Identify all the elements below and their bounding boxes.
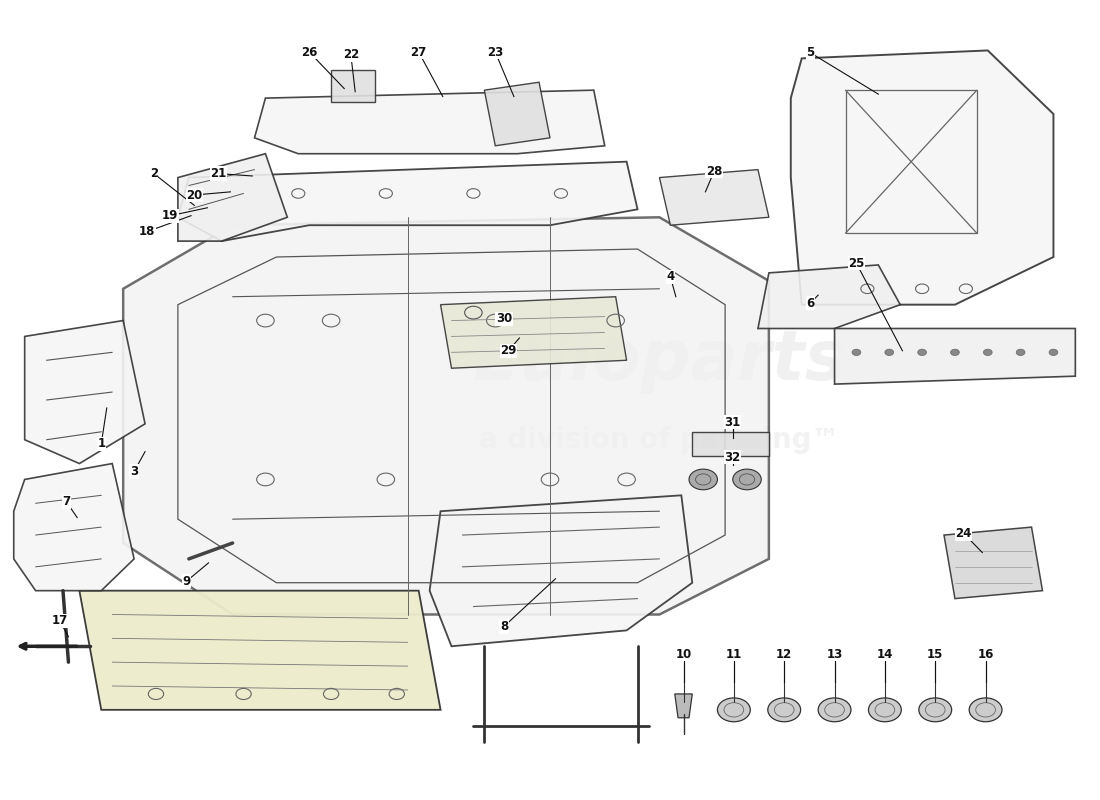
Polygon shape xyxy=(13,463,134,590)
Polygon shape xyxy=(331,70,375,102)
Text: 5: 5 xyxy=(806,46,815,59)
Text: 16: 16 xyxy=(978,648,993,661)
Circle shape xyxy=(918,698,952,722)
Circle shape xyxy=(917,349,926,355)
Polygon shape xyxy=(692,432,769,456)
Circle shape xyxy=(852,349,861,355)
Circle shape xyxy=(818,698,851,722)
Text: 11: 11 xyxy=(726,648,742,661)
Circle shape xyxy=(950,349,959,355)
Circle shape xyxy=(689,469,717,490)
Polygon shape xyxy=(79,590,441,710)
Text: 27: 27 xyxy=(410,46,427,58)
Text: 24: 24 xyxy=(956,527,972,540)
Text: 17: 17 xyxy=(52,614,68,627)
Text: a division of partsing™: a division of partsing™ xyxy=(480,426,839,454)
Text: 10: 10 xyxy=(675,648,692,661)
Text: 26: 26 xyxy=(301,46,318,58)
Text: 8: 8 xyxy=(499,620,508,633)
Text: 12: 12 xyxy=(777,648,792,661)
Circle shape xyxy=(733,469,761,490)
Text: 2: 2 xyxy=(150,167,158,180)
Circle shape xyxy=(869,698,901,722)
Text: 18: 18 xyxy=(139,225,155,238)
Polygon shape xyxy=(758,265,900,329)
Polygon shape xyxy=(659,170,769,226)
Circle shape xyxy=(983,349,992,355)
Polygon shape xyxy=(441,297,627,368)
Text: 7: 7 xyxy=(63,495,70,508)
Polygon shape xyxy=(484,82,550,146)
Polygon shape xyxy=(835,329,1076,384)
Polygon shape xyxy=(123,218,769,614)
Polygon shape xyxy=(24,321,145,463)
Text: Euloparts: Euloparts xyxy=(472,326,847,394)
Text: 29: 29 xyxy=(500,344,517,358)
Text: 30: 30 xyxy=(496,313,513,326)
Text: 3: 3 xyxy=(130,465,139,478)
Polygon shape xyxy=(430,495,692,646)
Text: 1: 1 xyxy=(97,437,106,450)
Polygon shape xyxy=(254,90,605,154)
Text: 25: 25 xyxy=(848,257,865,270)
Text: 23: 23 xyxy=(487,46,504,58)
Text: 22: 22 xyxy=(343,48,359,61)
Circle shape xyxy=(884,349,893,355)
Polygon shape xyxy=(944,527,1043,598)
Circle shape xyxy=(768,698,801,722)
Polygon shape xyxy=(178,154,287,241)
Circle shape xyxy=(717,698,750,722)
Text: 32: 32 xyxy=(725,450,741,464)
Circle shape xyxy=(1016,349,1025,355)
Text: 15: 15 xyxy=(927,648,944,661)
Text: 13: 13 xyxy=(826,648,843,661)
Circle shape xyxy=(1049,349,1058,355)
Polygon shape xyxy=(178,162,638,241)
Text: 4: 4 xyxy=(667,270,674,283)
Text: 31: 31 xyxy=(725,416,741,429)
Polygon shape xyxy=(674,694,692,718)
Polygon shape xyxy=(791,50,1054,305)
Text: 20: 20 xyxy=(186,189,202,202)
Text: 19: 19 xyxy=(162,209,178,222)
Text: 14: 14 xyxy=(877,648,893,661)
Text: 28: 28 xyxy=(706,165,723,178)
Text: 6: 6 xyxy=(806,297,815,310)
Text: 9: 9 xyxy=(183,574,190,588)
Circle shape xyxy=(969,698,1002,722)
Text: 21: 21 xyxy=(210,167,227,180)
